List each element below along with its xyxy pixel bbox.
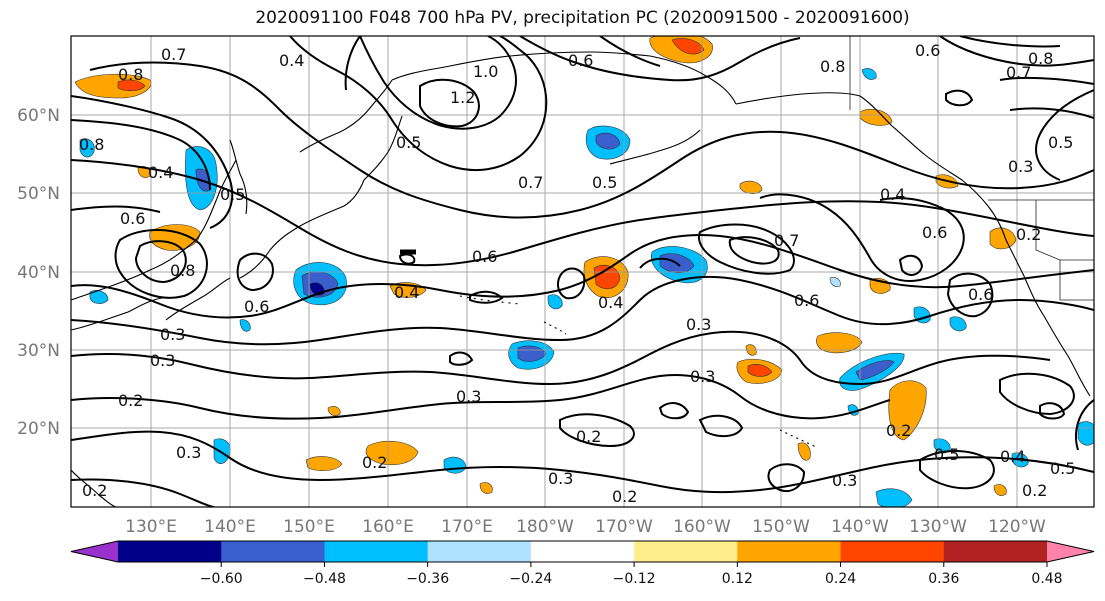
lon-label: 150°W [752, 517, 810, 537]
contour-label: 0.8 [1028, 49, 1053, 68]
map-content: 0.7 0.8 0.4 1.0 1.2 0.6 0.8 0.7 0.8 0.6 … [71, 36, 1094, 507]
colorbar: −0.60 −0.48 −0.36 −0.24 −0.12 0.12 0.24 0.36 0.4… [70, 540, 1095, 587]
contour-label: 0.2 [576, 427, 601, 446]
contour-label: 0.3 [150, 351, 175, 370]
contour-label: 0.3 [456, 387, 481, 406]
contour-label: 0.7 [518, 173, 543, 192]
lat-label: 40°N [17, 263, 60, 283]
colorbar-tick-label: 0.12 [722, 571, 753, 587]
colorbar-segment [221, 541, 325, 562]
contour-label: 0.2 [118, 391, 143, 410]
contour-label: 0.3 [160, 325, 185, 344]
contour-label: 1.2 [450, 88, 475, 107]
colorbar-extend-max [1047, 541, 1094, 562]
colorbar-segment [118, 541, 222, 562]
lon-label: 160°E [362, 517, 414, 537]
contour-label: 0.3 [690, 367, 715, 386]
contour-label: 0.4 [394, 283, 419, 302]
lon-label: 180°W [516, 517, 574, 537]
contour-label: 0.2 [1016, 225, 1041, 244]
colorbar-tick-label: 0.48 [1031, 571, 1062, 587]
lat-label: 60°N [17, 106, 60, 126]
colorbar-tick-label: −0.60 [200, 571, 243, 587]
contour-label: 0.5 [1048, 133, 1073, 152]
contour-label: 0.2 [362, 453, 387, 472]
lon-label: 140°W [831, 517, 889, 537]
contour-label: 0.4 [148, 163, 173, 182]
contour-label: 0.8 [820, 57, 845, 76]
colorbar-tick-label: −0.36 [406, 571, 449, 587]
lon-label: 160°W [673, 517, 731, 537]
contour-label: 0.2 [1022, 481, 1047, 500]
precip-positive-shading [74, 36, 1017, 496]
lon-label: 140°E [204, 517, 256, 537]
colorbar-extend-min [71, 541, 118, 562]
graticule [71, 36, 1094, 507]
lat-label: 50°N [17, 184, 60, 204]
contour-labels: 0.7 0.8 0.4 1.0 1.2 0.6 0.8 0.7 0.8 0.6 … [79, 41, 1075, 506]
contour-label: 0.6 [915, 41, 940, 60]
contour-label: 0.5 [934, 445, 959, 464]
contour-label: 0.5 [396, 133, 421, 152]
contour-label: 0.7 [774, 231, 799, 250]
colorbar-tick-label: 0.24 [825, 571, 856, 587]
latitude-labels: 60°N 50°N 40°N 30°N 20°N [17, 106, 60, 439]
map-title: 2020091100 F048 700 hPa PV, precipitatio… [255, 8, 910, 28]
contour-label: 0.4 [880, 185, 905, 204]
lon-label: 130°E [125, 517, 177, 537]
contour-label: 0.6 [244, 297, 269, 316]
lon-label: 150°E [283, 517, 335, 537]
pv-contours [71, 36, 1094, 507]
lat-label: 30°N [17, 341, 60, 361]
contour-label: 0.7 [161, 45, 186, 64]
colorbar-tick-label: 0.36 [928, 571, 959, 587]
contour-label: 0.3 [832, 471, 857, 490]
contour-label: 0.6 [568, 51, 593, 70]
contour-label: 0.5 [592, 173, 617, 192]
colorbar-segment [634, 541, 738, 562]
contour-label: 0.5 [220, 185, 245, 204]
contour-label: 0.6 [472, 247, 497, 266]
lon-label: 170°W [595, 517, 653, 537]
contour-label: 0.2 [886, 421, 911, 440]
colorbar-tick-label: −0.12 [613, 571, 656, 587]
longitude-labels: 130°E 140°E 150°E 160°E 170°E 180°W 170°… [125, 517, 1046, 537]
contour-label: 0.5 [1050, 459, 1075, 478]
colorbar-segment [737, 541, 842, 562]
contour-label: 0.8 [170, 261, 195, 280]
colorbar-segment [427, 541, 532, 562]
contour-label: 0.8 [79, 135, 104, 154]
lon-label: 120°W [988, 517, 1046, 537]
map-frame [70, 35, 1095, 508]
contour-label: 0.3 [548, 469, 573, 488]
contour-label: 1.0 [473, 62, 498, 81]
colorbar-tick-label: −0.24 [509, 571, 552, 587]
contour-label: 0.2 [82, 481, 107, 500]
contour-label: 0.4 [279, 51, 304, 70]
contour-label: 0.8 [118, 65, 143, 84]
contour-label: 0.4 [1000, 447, 1025, 466]
lon-label: 170°E [441, 517, 493, 537]
political-borders [849, 36, 1094, 301]
contour-label: 0.6 [922, 223, 947, 242]
colorbar-segment [943, 541, 1048, 562]
lat-label: 20°N [17, 419, 60, 439]
contour-label: 0.6 [120, 209, 145, 228]
contour-label: 0.3 [686, 315, 711, 334]
contour-label: 0.4 [598, 293, 623, 312]
colorbar-outline [70, 540, 1095, 563]
contour-label: 0.3 [176, 443, 201, 462]
contour-label: 0.6 [968, 285, 993, 304]
colorbar-segment [530, 541, 635, 562]
colorbar-segment [324, 541, 429, 562]
contour-label: 0.6 [794, 291, 819, 310]
colorbar-segment [840, 541, 945, 562]
contour-label: 0.3 [1008, 157, 1033, 176]
lon-label: 130°W [909, 517, 967, 537]
contour-label: 0.2 [612, 487, 637, 506]
contour-label: 0.7 [1006, 63, 1031, 82]
colorbar-tick-label: −0.48 [303, 571, 346, 587]
